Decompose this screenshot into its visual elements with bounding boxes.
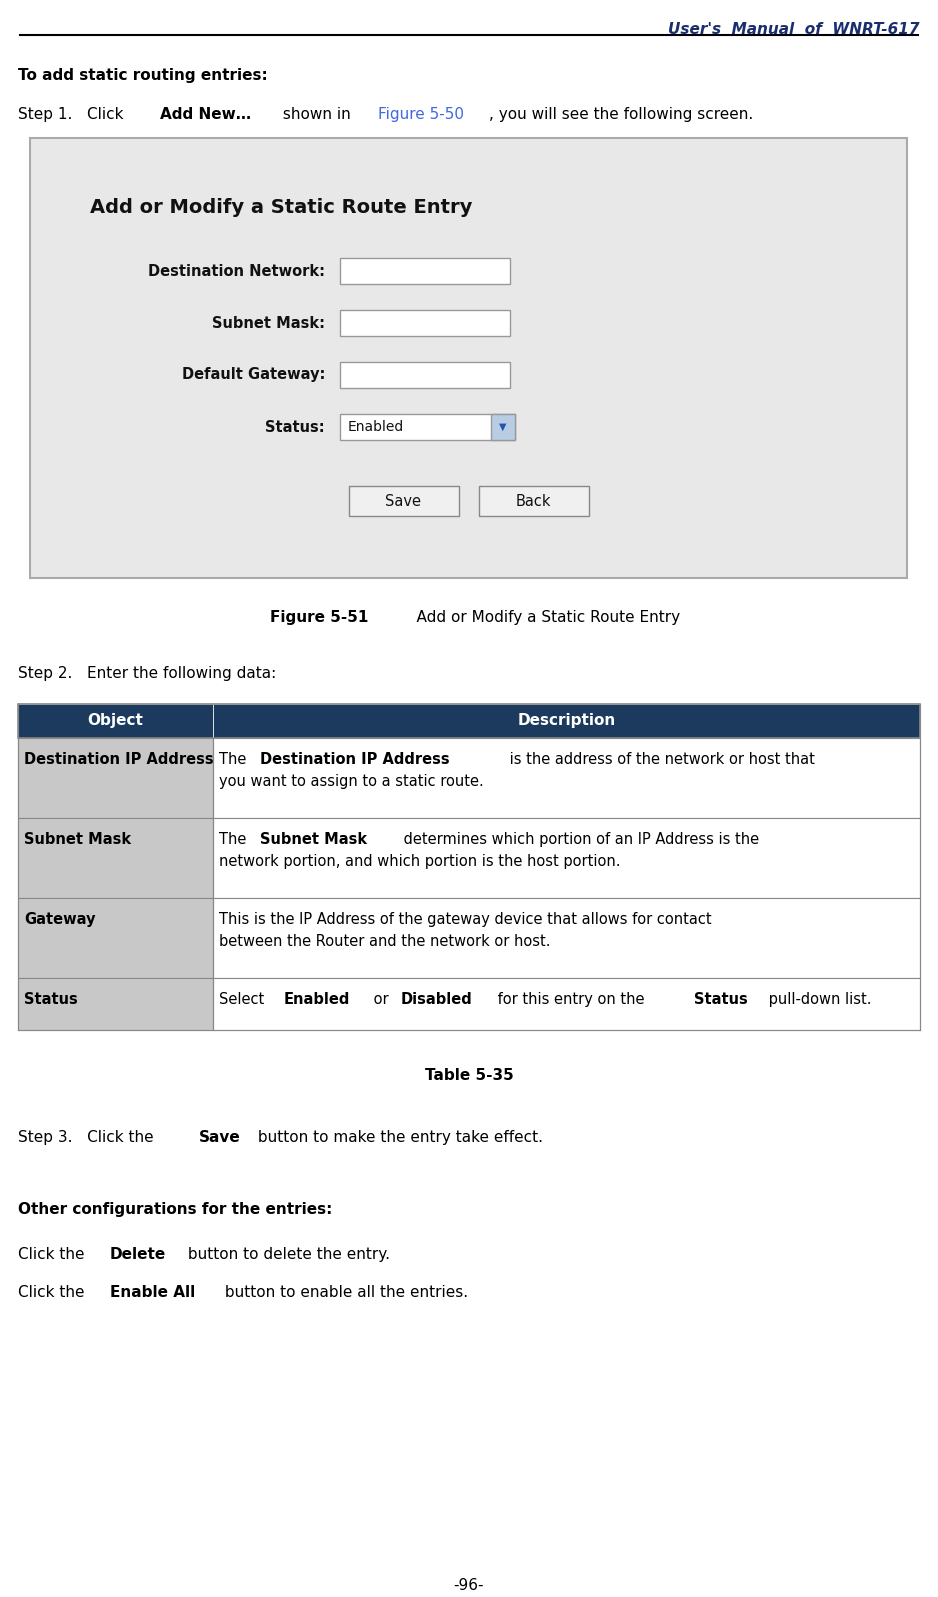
- Text: Add or Modify a Static Route Entry: Add or Modify a Static Route Entry: [397, 610, 680, 624]
- Text: Status: Status: [24, 992, 78, 1008]
- Text: Click the: Click the: [18, 1247, 89, 1262]
- Text: Default Gateway:: Default Gateway:: [182, 367, 325, 383]
- Text: Click the: Click the: [18, 1286, 89, 1300]
- Text: Description: Description: [518, 714, 615, 728]
- Text: The: The: [219, 752, 251, 767]
- Text: Destination Network:: Destination Network:: [148, 264, 325, 278]
- FancyBboxPatch shape: [30, 137, 907, 578]
- Text: Object: Object: [87, 714, 144, 728]
- Text: The: The: [219, 832, 251, 846]
- Text: This is the IP Address of the gateway device that allows for contact: This is the IP Address of the gateway de…: [219, 912, 712, 926]
- Text: Status:: Status:: [265, 420, 325, 434]
- Text: Disabled: Disabled: [401, 992, 472, 1008]
- FancyBboxPatch shape: [340, 259, 510, 284]
- Text: between the Router and the network or host.: between the Router and the network or ho…: [219, 934, 551, 949]
- FancyBboxPatch shape: [213, 818, 920, 898]
- FancyBboxPatch shape: [340, 363, 510, 388]
- FancyBboxPatch shape: [213, 704, 920, 738]
- Text: -96-: -96-: [454, 1578, 484, 1592]
- Text: Subnet Mask: Subnet Mask: [260, 832, 368, 846]
- Text: or: or: [369, 992, 393, 1008]
- Text: , you will see the following screen.: , you will see the following screen.: [489, 107, 753, 121]
- Text: Figure 5-50: Figure 5-50: [378, 107, 464, 121]
- FancyBboxPatch shape: [478, 485, 588, 516]
- FancyBboxPatch shape: [340, 310, 510, 335]
- Text: Subnet Mask:: Subnet Mask:: [212, 316, 325, 331]
- FancyBboxPatch shape: [349, 485, 459, 516]
- Text: Select: Select: [219, 992, 269, 1008]
- Text: To add static routing entries:: To add static routing entries:: [18, 69, 267, 83]
- Text: Status: Status: [694, 992, 749, 1008]
- Text: Save: Save: [386, 493, 421, 508]
- FancyBboxPatch shape: [18, 704, 213, 738]
- Text: ▼: ▼: [499, 422, 507, 433]
- Text: Step 3.   Click the: Step 3. Click the: [18, 1131, 159, 1145]
- Text: Table 5-35: Table 5-35: [425, 1068, 513, 1083]
- Text: Enabled: Enabled: [348, 420, 404, 434]
- Text: Add New…: Add New…: [160, 107, 251, 121]
- FancyBboxPatch shape: [18, 898, 213, 977]
- Text: button to enable all the entries.: button to enable all the entries.: [220, 1286, 468, 1300]
- Text: network portion, and which portion is the host portion.: network portion, and which portion is th…: [219, 854, 621, 869]
- Text: is the address of the network or host that: is the address of the network or host th…: [505, 752, 815, 767]
- Text: Delete: Delete: [110, 1247, 166, 1262]
- FancyBboxPatch shape: [213, 977, 920, 1030]
- Text: pull-down list.: pull-down list.: [764, 992, 871, 1008]
- Text: determines which portion of an IP Address is the: determines which portion of an IP Addres…: [399, 832, 759, 846]
- Text: User's  Manual  of  WNRT-617: User's Manual of WNRT-617: [669, 22, 920, 37]
- Text: button to delete the entry.: button to delete the entry.: [183, 1247, 389, 1262]
- Text: Enabled: Enabled: [283, 992, 350, 1008]
- Text: Destination IP Address: Destination IP Address: [24, 752, 214, 767]
- FancyBboxPatch shape: [18, 738, 213, 818]
- Text: you want to assign to a static route.: you want to assign to a static route.: [219, 775, 484, 789]
- FancyBboxPatch shape: [18, 818, 213, 898]
- Text: Figure 5-51: Figure 5-51: [270, 610, 369, 624]
- Text: Save: Save: [199, 1131, 241, 1145]
- FancyBboxPatch shape: [213, 738, 920, 818]
- FancyBboxPatch shape: [491, 414, 515, 441]
- Text: button to make the entry take effect.: button to make the entry take effect.: [253, 1131, 543, 1145]
- Text: shown in: shown in: [278, 107, 356, 121]
- Text: Other configurations for the entries:: Other configurations for the entries:: [18, 1203, 332, 1217]
- Text: for this entry on the: for this entry on the: [492, 992, 649, 1008]
- Text: Subnet Mask: Subnet Mask: [24, 832, 131, 846]
- FancyBboxPatch shape: [213, 898, 920, 977]
- Text: Back: Back: [516, 493, 552, 508]
- Text: Add or Modify a Static Route Entry: Add or Modify a Static Route Entry: [90, 198, 473, 217]
- Text: Enable All: Enable All: [110, 1286, 195, 1300]
- Text: Step 1.   Click: Step 1. Click: [18, 107, 129, 121]
- Text: Step 2.   Enter the following data:: Step 2. Enter the following data:: [18, 666, 277, 680]
- Text: Gateway: Gateway: [24, 912, 96, 926]
- FancyBboxPatch shape: [18, 977, 213, 1030]
- Text: Destination IP Address: Destination IP Address: [260, 752, 450, 767]
- FancyBboxPatch shape: [340, 414, 515, 441]
